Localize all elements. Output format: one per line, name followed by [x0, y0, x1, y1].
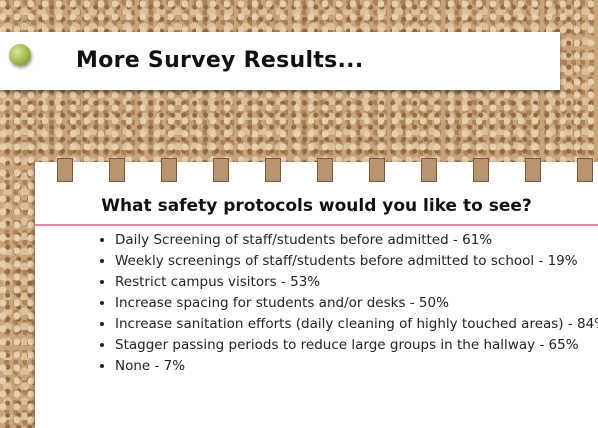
spiral-hole	[473, 158, 489, 182]
result-item: Restrict campus visitors - 53%	[115, 272, 598, 293]
spiral-hole	[421, 158, 437, 182]
result-item: Daily Screening of staff/students before…	[115, 230, 598, 251]
notebook-card: What safety protocols would you like to …	[35, 162, 598, 428]
spiral-hole	[577, 158, 593, 182]
result-item: Stagger passing periods to reduce large …	[115, 335, 598, 356]
result-item: Weekly screenings of staff/students befo…	[115, 251, 598, 272]
card-heading: What safety protocols would you like to …	[35, 196, 598, 216]
spiral-hole	[525, 158, 541, 182]
slide: More Survey Results... What safety proto…	[0, 0, 598, 428]
spiral-hole	[265, 158, 281, 182]
result-list: Daily Screening of staff/students before…	[92, 230, 598, 377]
spiral-hole	[109, 158, 125, 182]
slide-title: More Survey Results...	[76, 48, 364, 73]
spiral-hole	[161, 158, 177, 182]
spiral-hole	[57, 158, 73, 182]
result-item: None - 7%	[115, 356, 598, 377]
spiral-hole	[369, 158, 385, 182]
heading-rule	[35, 224, 598, 226]
result-item: Increase sanitation efforts (daily clean…	[115, 314, 598, 335]
spiral-hole	[317, 158, 333, 182]
result-item: Increase spacing for students and/or des…	[115, 293, 598, 314]
title-banner: More Survey Results...	[0, 32, 560, 90]
push-pin	[9, 44, 31, 66]
spiral-hole	[213, 158, 229, 182]
